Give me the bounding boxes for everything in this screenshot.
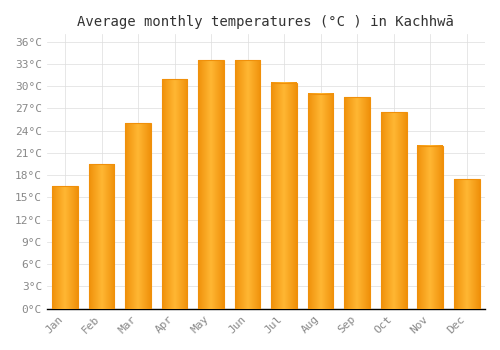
Bar xyxy=(52,186,78,309)
Bar xyxy=(162,79,188,309)
Bar xyxy=(454,179,479,309)
Bar xyxy=(381,112,406,309)
Bar xyxy=(418,146,443,309)
Bar xyxy=(344,97,370,309)
Bar xyxy=(198,60,224,309)
Bar xyxy=(272,83,297,309)
Bar xyxy=(308,94,334,309)
Bar xyxy=(235,60,260,309)
Bar xyxy=(126,123,151,309)
Title: Average monthly temperatures (°C ) in Kachhwā: Average monthly temperatures (°C ) in Ka… xyxy=(78,15,454,29)
Bar xyxy=(89,164,114,309)
